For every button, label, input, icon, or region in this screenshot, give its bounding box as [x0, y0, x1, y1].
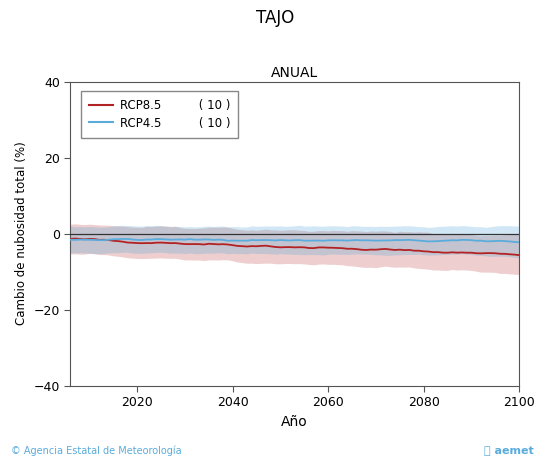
X-axis label: Año: Año [282, 414, 308, 429]
Title: ANUAL: ANUAL [271, 67, 318, 80]
Text: © Agencia Estatal de Meteorología: © Agencia Estatal de Meteorología [11, 446, 182, 456]
Y-axis label: Cambio de nubosidad total (%): Cambio de nubosidad total (%) [15, 142, 28, 325]
Legend: RCP8.5          ( 10 ), RCP4.5          ( 10 ): RCP8.5 ( 10 ), RCP4.5 ( 10 ) [81, 91, 239, 138]
Text: 🐦 aemet: 🐦 aemet [484, 446, 534, 456]
Text: TAJO: TAJO [256, 9, 294, 27]
